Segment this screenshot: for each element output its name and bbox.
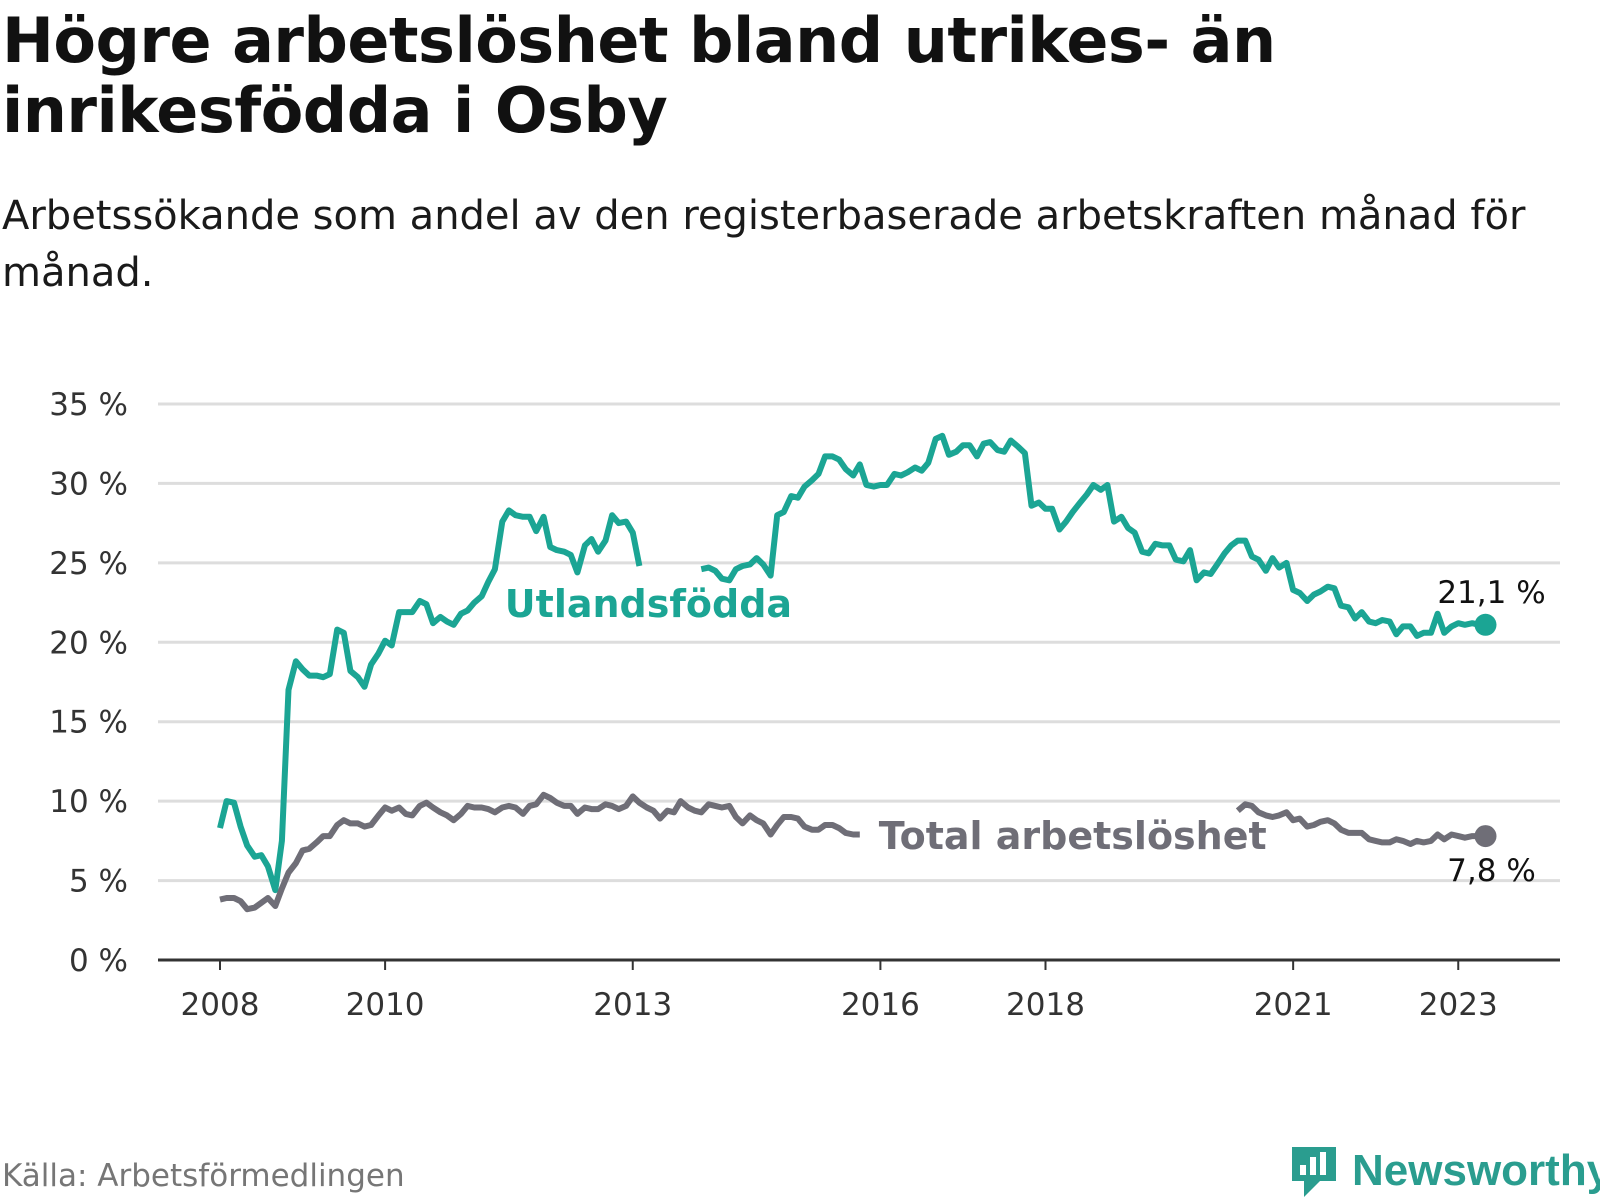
y-axis-ticks: 0 % 5 % 10 % 15 % 20 % 25 % 30 % 35 %: [49, 387, 128, 979]
x-tick-label-2008: 2008: [181, 987, 260, 1023]
y-tick-label-5: 5 %: [69, 864, 128, 900]
chart-labels: 21,1 % 7,8 % Utlandsfödda Total arbetslöshe…: [501, 575, 1546, 889]
end-point-1: [1474, 825, 1497, 848]
y-tick-label-0: 0 %: [69, 943, 128, 979]
end-value-label-0: 21,1 %: [1437, 575, 1545, 611]
y-tick-label-20: 20 %: [49, 625, 128, 661]
series-line-0-seg-0: [217, 507, 643, 894]
newsworthy-logo-icon: [1292, 1147, 1336, 1197]
series-lines: [217, 432, 1497, 913]
x-tick-label-2010: 2010: [346, 987, 425, 1023]
series-line-1-seg-0: [219, 791, 860, 913]
x-tick-label-2016: 2016: [841, 987, 920, 1023]
y-tick-label-25: 25 %: [49, 546, 128, 582]
x-tick-label-2023: 2023: [1419, 987, 1498, 1023]
brand-logo[interactable]: Newsworthy: [1290, 1142, 1600, 1200]
end-point-0: [1474, 613, 1497, 636]
x-tick-label-2021: 2021: [1254, 987, 1333, 1023]
gridlines: [158, 402, 1560, 883]
chart-subtitle: Arbetssökande som andel av den registerb…: [2, 193, 1526, 296]
y-tick-label-15: 15 %: [49, 705, 128, 741]
chart-title: Högre arbetslöshet bland utrikes- än inr…: [2, 4, 1276, 147]
x-tick-label-2018: 2018: [1006, 987, 1085, 1023]
brand-name: Newsworthy: [1352, 1146, 1600, 1195]
series-line-0-seg-1: [700, 432, 1486, 639]
x-tick-label-2013: 2013: [593, 987, 672, 1023]
source-note: Källa: Arbetsförmedlingen: [2, 1158, 405, 1194]
series-line-1-seg-1: [1235, 801, 1486, 847]
series-label-total: Total arbetslöshet: [879, 814, 1267, 858]
y-tick-label-30: 30 %: [49, 466, 128, 502]
series-label-utlandsfodda: Utlandsfödda: [505, 582, 792, 626]
end-value-label-1: 7,8 %: [1447, 853, 1536, 889]
y-tick-label-35: 35 %: [49, 387, 128, 423]
y-tick-label-10: 10 %: [49, 784, 128, 820]
x-axis: 2008 2010 2013 2016 2018 2021 2023: [158, 958, 1560, 1023]
